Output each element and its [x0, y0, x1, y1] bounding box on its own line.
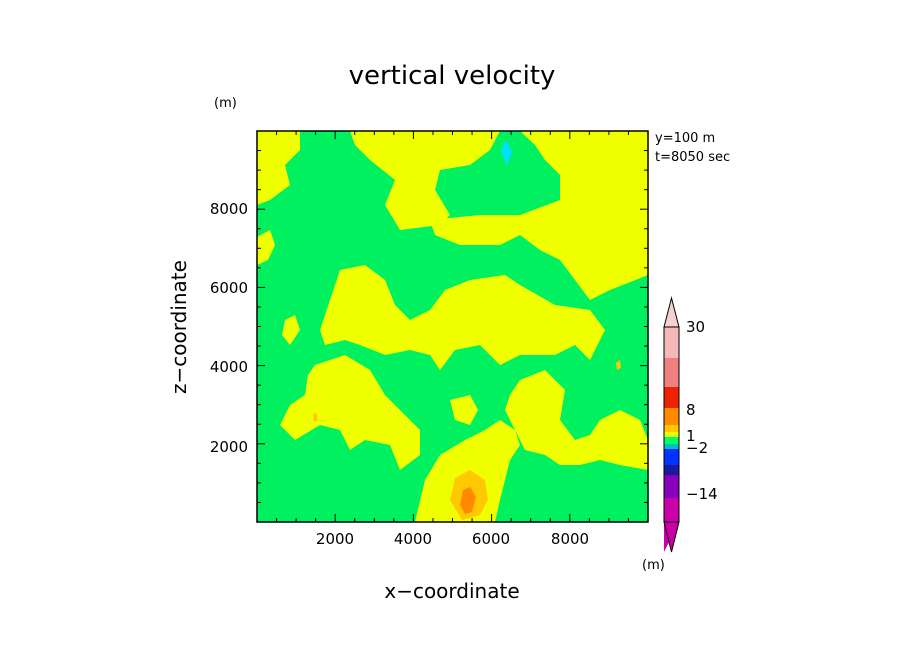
y-tick-label: 2000 [210, 438, 248, 456]
colorbar-segment [664, 425, 679, 432]
contour-downdraft [501, 140, 512, 166]
contour-strong-updraft [460, 487, 476, 514]
x-tick-label: 4000 [394, 530, 432, 548]
contour-positive-middle [257, 230, 648, 470]
colorbar-segment [664, 387, 679, 408]
y-tick-label: 4000 [210, 358, 248, 376]
colorbar-frame [663, 326, 680, 523]
colorbar-label: −2 [686, 439, 708, 457]
x-axis-label: x−coordinate [384, 579, 519, 603]
colorbar-segment [664, 432, 679, 437]
colorbar-segment [664, 437, 679, 444]
colorbar-segment [664, 444, 679, 449]
colorbar-unit: (m) [642, 558, 665, 573]
x-tick-label: 6000 [472, 530, 510, 548]
chart-title: vertical velocity [349, 61, 556, 91]
contour-positive-top [257, 131, 648, 300]
colorbar-segment [664, 358, 679, 387]
colorbar-segment [664, 327, 679, 358]
annotation-y: y=100 m [655, 131, 715, 146]
colorbar-label: −14 [686, 485, 718, 503]
colorbar-top-triangle [663, 296, 680, 328]
colorbar-label: 30 [686, 318, 705, 336]
y-tick-label: 6000 [210, 279, 248, 297]
colorbar [663, 296, 680, 553]
y-tick-label: 8000 [210, 200, 248, 218]
annotation-t: t=8050 sec [655, 150, 730, 165]
colorbar-segment [664, 408, 679, 425]
colorbar-segment [664, 465, 679, 475]
colorbar-segment [664, 449, 679, 465]
colorbar-label: 8 [686, 401, 696, 419]
colorbar-segment [664, 475, 679, 498]
contour-positive-bottom [415, 420, 520, 522]
x-tick-label: 8000 [551, 530, 589, 548]
contour-field [257, 131, 648, 522]
y-unit-label: (m) [214, 96, 237, 111]
y-axis-label: z−coordinate [167, 260, 191, 394]
axis-ticks [257, 131, 648, 522]
colorbar-segment [664, 498, 679, 522]
x-tick-label: 2000 [316, 530, 354, 548]
colorbar-label: 1 [686, 427, 696, 445]
